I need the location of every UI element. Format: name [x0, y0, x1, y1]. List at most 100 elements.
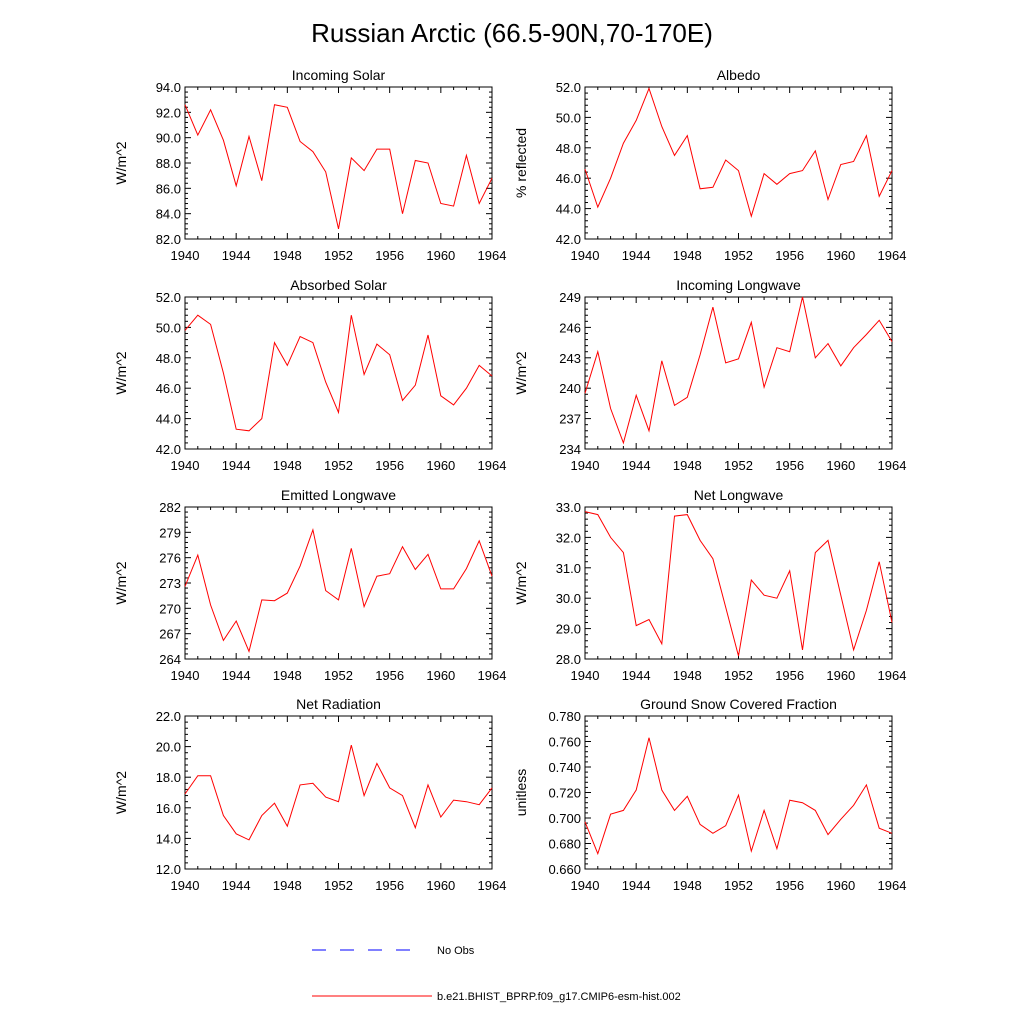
- incoming-longwave-xtick-label: 1964: [878, 458, 907, 473]
- absorbed-solar-ytick-label: 48.0: [156, 351, 181, 366]
- ground-snow-covered-fraction-ytick-label: 0.660: [548, 862, 581, 877]
- emitted-longwave-ytick-label: 270: [159, 601, 181, 616]
- net-longwave-xtick-label: 1964: [878, 668, 907, 683]
- net-radiation-xtick-label: 1952: [324, 878, 353, 893]
- ground-snow-covered-fraction-ytick-label: 0.680: [548, 837, 581, 852]
- panel-albedo: Albedo % reflected 42.0 44.0 46.0 48.0 50.0 52.…: [513, 67, 906, 263]
- emitted-longwave-plot-frame: [184, 506, 493, 660]
- incoming-longwave-xtick-label: 1956: [775, 458, 804, 473]
- emitted-longwave-xtick-label: 1956: [375, 668, 404, 683]
- ground-snow-covered-fraction-xtick-label: 1964: [878, 878, 907, 893]
- emitted-longwave-title: Emitted Longwave: [281, 487, 396, 503]
- incoming-longwave-ytick-label: 237: [559, 412, 581, 427]
- net-longwave-xtick-label: 1952: [724, 668, 753, 683]
- incoming-solar-ytick-label: 94.0: [156, 80, 181, 95]
- emitted-longwave-ytick-label: 273: [159, 576, 181, 591]
- net-radiation-xtick-label: 1956: [375, 878, 404, 893]
- net-radiation-ylabel: W/m^2: [113, 771, 129, 814]
- albedo-title: Albedo: [717, 67, 761, 83]
- absorbed-solar-ytick-label: 44.0: [156, 412, 181, 427]
- net-longwave-series-line: [584, 511, 893, 657]
- panel-net-radiation: Net Radiation W/m^2 12.0 14.0 16.0 18.0 20.0 22…: [113, 696, 506, 893]
- emitted-longwave-series-line: [184, 527, 493, 653]
- emitted-longwave-xtick-label: 1964: [478, 668, 507, 683]
- net-radiation-ytick-label: 18.0: [156, 770, 181, 785]
- incoming-solar-series-line: [184, 104, 493, 230]
- net-radiation-ytick-label: 20.0: [156, 740, 181, 755]
- incoming-solar-ytick-label: 84.0: [156, 207, 181, 222]
- incoming-longwave-ylabel: W/m^2: [513, 351, 529, 394]
- panel-incoming-longwave: Incoming Longwave W/m^2 234 237 240 243 246 249…: [513, 277, 906, 473]
- incoming-solar-xtick-label: 1948: [273, 248, 302, 263]
- emitted-longwave-ylabel: W/m^2: [113, 561, 129, 604]
- absorbed-solar-xtick-label: 1948: [273, 458, 302, 473]
- emitted-longwave-ytick-label: 282: [159, 500, 181, 515]
- ground-snow-covered-fraction-series-line: [584, 737, 893, 856]
- emitted-longwave-xtick-label: 1948: [273, 668, 302, 683]
- incoming-longwave-ytick-label: 234: [559, 442, 581, 457]
- ground-snow-covered-fraction-xtick-label: 1940: [571, 878, 600, 893]
- net-radiation-ytick-label: 22.0: [156, 709, 181, 724]
- absorbed-solar-xtick-label: 1952: [324, 458, 353, 473]
- net-longwave-xtick-label: 1944: [622, 668, 651, 683]
- incoming-solar-ylabel: W/m^2: [113, 141, 129, 184]
- emitted-longwave-xtick-label: 1944: [222, 668, 251, 683]
- net-longwave-ytick-label: 31.0: [556, 561, 581, 576]
- net-longwave-plot-frame: [584, 506, 893, 660]
- albedo-xtick-label: 1948: [673, 248, 702, 263]
- albedo-ylabel: % reflected: [513, 128, 529, 198]
- net-radiation-plot-frame: [184, 715, 493, 870]
- net-longwave-ylabel: W/m^2: [513, 561, 529, 604]
- incoming-solar-plot-frame: [184, 86, 493, 240]
- albedo-xtick-label: 1960: [826, 248, 855, 263]
- ground-snow-covered-fraction-ytick-label: 0.760: [548, 735, 581, 750]
- incoming-solar-ytick-label: 88.0: [156, 156, 181, 171]
- net-radiation-xtick-label: 1940: [171, 878, 200, 893]
- emitted-longwave-xtick-label: 1952: [324, 668, 353, 683]
- legend: No Obs b.e21.BHIST_BPRP.f09_g17.CMIP6-es…: [312, 945, 681, 1003]
- figure-title: Russian Arctic (66.5-90N,70-170E): [311, 18, 713, 48]
- incoming-solar-title: Incoming Solar: [292, 67, 386, 83]
- net-radiation-xtick-label: 1964: [478, 878, 507, 893]
- absorbed-solar-title: Absorbed Solar: [290, 277, 387, 293]
- incoming-solar-ytick-label: 90.0: [156, 131, 181, 146]
- incoming-longwave-xtick-label: 1948: [673, 458, 702, 473]
- emitted-longwave-ytick-label: 264: [159, 652, 181, 667]
- ground-snow-covered-fraction-ytick-label: 0.700: [548, 811, 581, 826]
- incoming-longwave-ytick-label: 240: [559, 381, 581, 396]
- net-longwave-ytick-label: 30.0: [556, 591, 581, 606]
- net-longwave-ytick-label: 28.0: [556, 652, 581, 667]
- net-longwave-ytick-label: 29.0: [556, 622, 581, 637]
- albedo-ytick-label: 42.0: [556, 232, 581, 247]
- panel-absorbed-solar: Absorbed Solar W/m^2 42.0 44.0 46.0 48.0 50.0 5…: [113, 277, 506, 473]
- albedo-xtick-label: 1952: [724, 248, 753, 263]
- net-longwave-xtick-label: 1940: [571, 668, 600, 683]
- ground-snow-covered-fraction-ytick-label: 0.780: [548, 709, 581, 724]
- net-longwave-title: Net Longwave: [694, 487, 784, 503]
- emitted-longwave-ytick-label: 276: [159, 551, 181, 566]
- incoming-longwave-xtick-label: 1952: [724, 458, 753, 473]
- net-longwave-ytick-label: 32.0: [556, 530, 581, 545]
- incoming-solar-ytick-label: 92.0: [156, 105, 181, 120]
- ground-snow-covered-fraction-xtick-label: 1956: [775, 878, 804, 893]
- albedo-ytick-label: 46.0: [556, 171, 581, 186]
- albedo-xtick-label: 1964: [878, 248, 907, 263]
- net-radiation-title: Net Radiation: [296, 696, 381, 712]
- incoming-longwave-xtick-label: 1940: [571, 458, 600, 473]
- albedo-series-line: [584, 87, 893, 218]
- incoming-solar-ytick-label: 86.0: [156, 181, 181, 196]
- net-radiation-ytick-label: 14.0: [156, 831, 181, 846]
- incoming-solar-xtick-label: 1964: [478, 248, 507, 263]
- panel-incoming-solar: Incoming Solar W/m^2 82.0 84.0 86.0 88.0 90.0 9…: [113, 67, 506, 263]
- albedo-ytick-label: 52.0: [556, 80, 581, 95]
- incoming-solar-xtick-label: 1952: [324, 248, 353, 263]
- absorbed-solar-xtick-label: 1940: [171, 458, 200, 473]
- ground-snow-covered-fraction-plot-frame: [584, 715, 893, 870]
- albedo-ytick-label: 48.0: [556, 141, 581, 156]
- ground-snow-covered-fraction-title: Ground Snow Covered Fraction: [640, 696, 837, 712]
- absorbed-solar-xtick-label: 1960: [426, 458, 455, 473]
- absorbed-solar-ytick-label: 52.0: [156, 290, 181, 305]
- net-radiation-ytick-label: 12.0: [156, 862, 181, 877]
- incoming-solar-xtick-label: 1944: [222, 248, 251, 263]
